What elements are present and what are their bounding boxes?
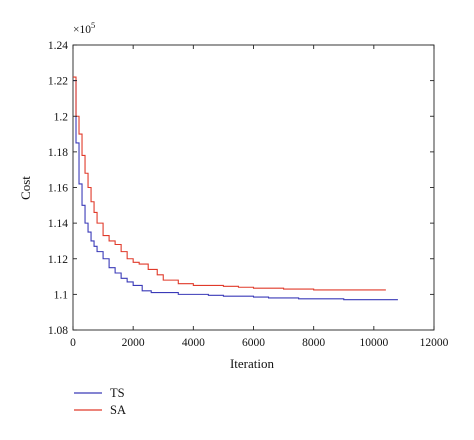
legend: TS SA <box>74 386 126 417</box>
y-tick-label: 1.14 <box>48 218 68 230</box>
x-tick-label: 4000 <box>182 337 205 349</box>
y-tick-label: 1.16 <box>48 183 68 195</box>
ticks-layer: 0 2000 4000 6000 8000 10000 12000 1.08 1.1 1.12 1.… <box>48 40 449 349</box>
x-tick-label: 8000 <box>302 337 325 349</box>
y-axis-label: Cost <box>18 176 33 200</box>
x-tick-label: 0 <box>70 337 76 349</box>
y-tick-label: 1.2 <box>54 111 69 123</box>
y-tick-label: 1.18 <box>48 147 68 159</box>
y-tick-label: 1.08 <box>48 325 68 337</box>
y-tick-label: 1.22 <box>48 76 68 88</box>
y-tick-label: 1.1 <box>54 289 69 301</box>
legend-label-sa: SA <box>110 403 126 417</box>
y-multiplier: ×105 <box>73 20 95 36</box>
y-tick-label: 1.24 <box>48 40 68 52</box>
x-axis-label: Iteration <box>230 356 275 371</box>
x-tick-label: 10000 <box>359 337 388 349</box>
legend-label-ts: TS <box>110 386 125 400</box>
series-layer <box>73 76 398 301</box>
series-line-sa <box>73 76 386 291</box>
series-line-ts <box>73 80 398 301</box>
x-tick-label: 6000 <box>242 337 265 349</box>
y-tick-label: 1.12 <box>48 254 68 266</box>
x-tick-label: 12000 <box>420 337 449 349</box>
x-tick-label: 2000 <box>122 337 145 349</box>
